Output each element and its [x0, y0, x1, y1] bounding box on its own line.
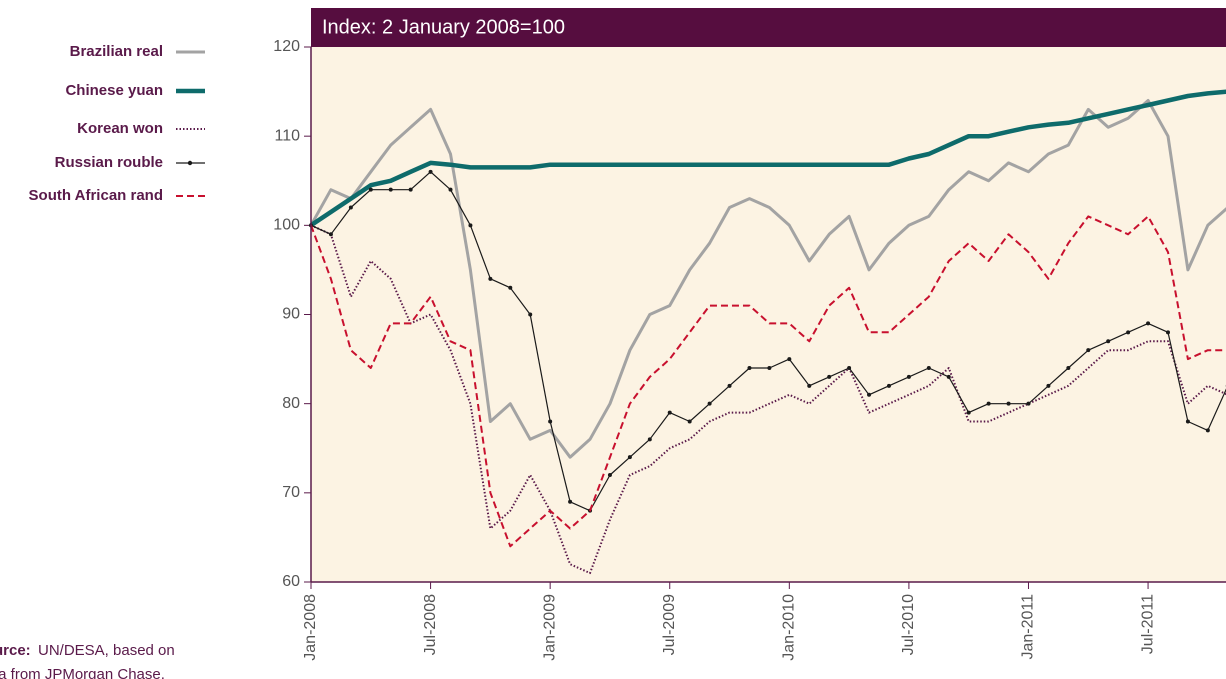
point: [986, 401, 991, 406]
point: [807, 383, 812, 388]
point: [867, 392, 872, 397]
point: [488, 276, 493, 281]
point: [926, 366, 931, 370]
y-tick-label: 70: [282, 484, 300, 501]
y-tick-label: 60: [282, 573, 300, 590]
x-tick-label: Jul-2008: [422, 594, 439, 655]
plot-background: [311, 47, 1226, 582]
legend-label: Korean won: [77, 120, 163, 137]
series-line: [309, 89, 1226, 228]
y-tick-label: 110: [274, 127, 300, 144]
point: [1146, 321, 1151, 326]
point: [787, 357, 792, 362]
x-tick-label: Jul-2009: [661, 594, 678, 655]
series-line: [309, 99, 1226, 459]
point: [1026, 401, 1031, 406]
point: [627, 455, 632, 460]
point: [707, 401, 712, 406]
point: [548, 419, 553, 424]
point: [1046, 383, 1051, 388]
header-band: [311, 8, 1226, 47]
point: [368, 187, 373, 192]
point: [946, 374, 951, 379]
point: [1066, 366, 1071, 370]
point: [328, 232, 333, 237]
point: [687, 419, 692, 424]
source-text: UN/DESA, based on: [38, 642, 175, 659]
point: [348, 205, 353, 210]
point: [1205, 428, 1210, 433]
point: [667, 410, 672, 415]
legend-label: Russian rouble: [55, 154, 163, 171]
y-tick-label: 80: [282, 395, 300, 412]
point: [388, 187, 393, 192]
point: [847, 366, 852, 370]
point: [767, 366, 772, 370]
point: [1185, 419, 1190, 424]
y-tick-label: 90: [282, 306, 300, 323]
point: [906, 374, 911, 379]
legend-label: Chinese yuan: [65, 82, 163, 99]
y-tick-label: 100: [273, 217, 300, 234]
legend-label: South African rand: [29, 187, 163, 204]
subtitle: Index: 2 January 2008=100: [322, 16, 565, 38]
point: [1106, 339, 1111, 344]
x-tick-label: Jan-2010: [781, 594, 798, 661]
x-tick-label: Jan-2008: [302, 594, 319, 661]
y-tick-label: 120: [273, 38, 300, 55]
series-line: [310, 224, 1226, 575]
x-tick-label: Jul-2011: [1139, 594, 1156, 654]
point: [607, 473, 612, 477]
point: [966, 410, 971, 415]
point: [747, 366, 752, 370]
point: [568, 499, 573, 504]
point: [727, 383, 732, 388]
series-line: [310, 215, 1226, 548]
legend-label: Brazilian real: [70, 43, 163, 60]
point: [1165, 330, 1170, 335]
x-tick-label: Jul-2010: [900, 594, 917, 655]
point: [448, 187, 453, 192]
legend-marker: [187, 160, 193, 166]
x-tick-label: Jan-2009: [541, 594, 558, 661]
point: [508, 285, 513, 290]
point: [647, 437, 652, 442]
point: [827, 374, 832, 379]
point: [408, 187, 413, 192]
point: [468, 223, 473, 228]
source-label: urce:: [0, 642, 31, 659]
point: [1126, 330, 1131, 335]
point: [1086, 348, 1091, 353]
x-tick-label: Jan-2011: [1020, 594, 1037, 660]
source-text: ta from JPMorgan Chase.: [0, 666, 165, 679]
point: [428, 169, 433, 174]
point: [886, 383, 891, 388]
point: [1006, 401, 1011, 406]
point: [528, 312, 533, 317]
